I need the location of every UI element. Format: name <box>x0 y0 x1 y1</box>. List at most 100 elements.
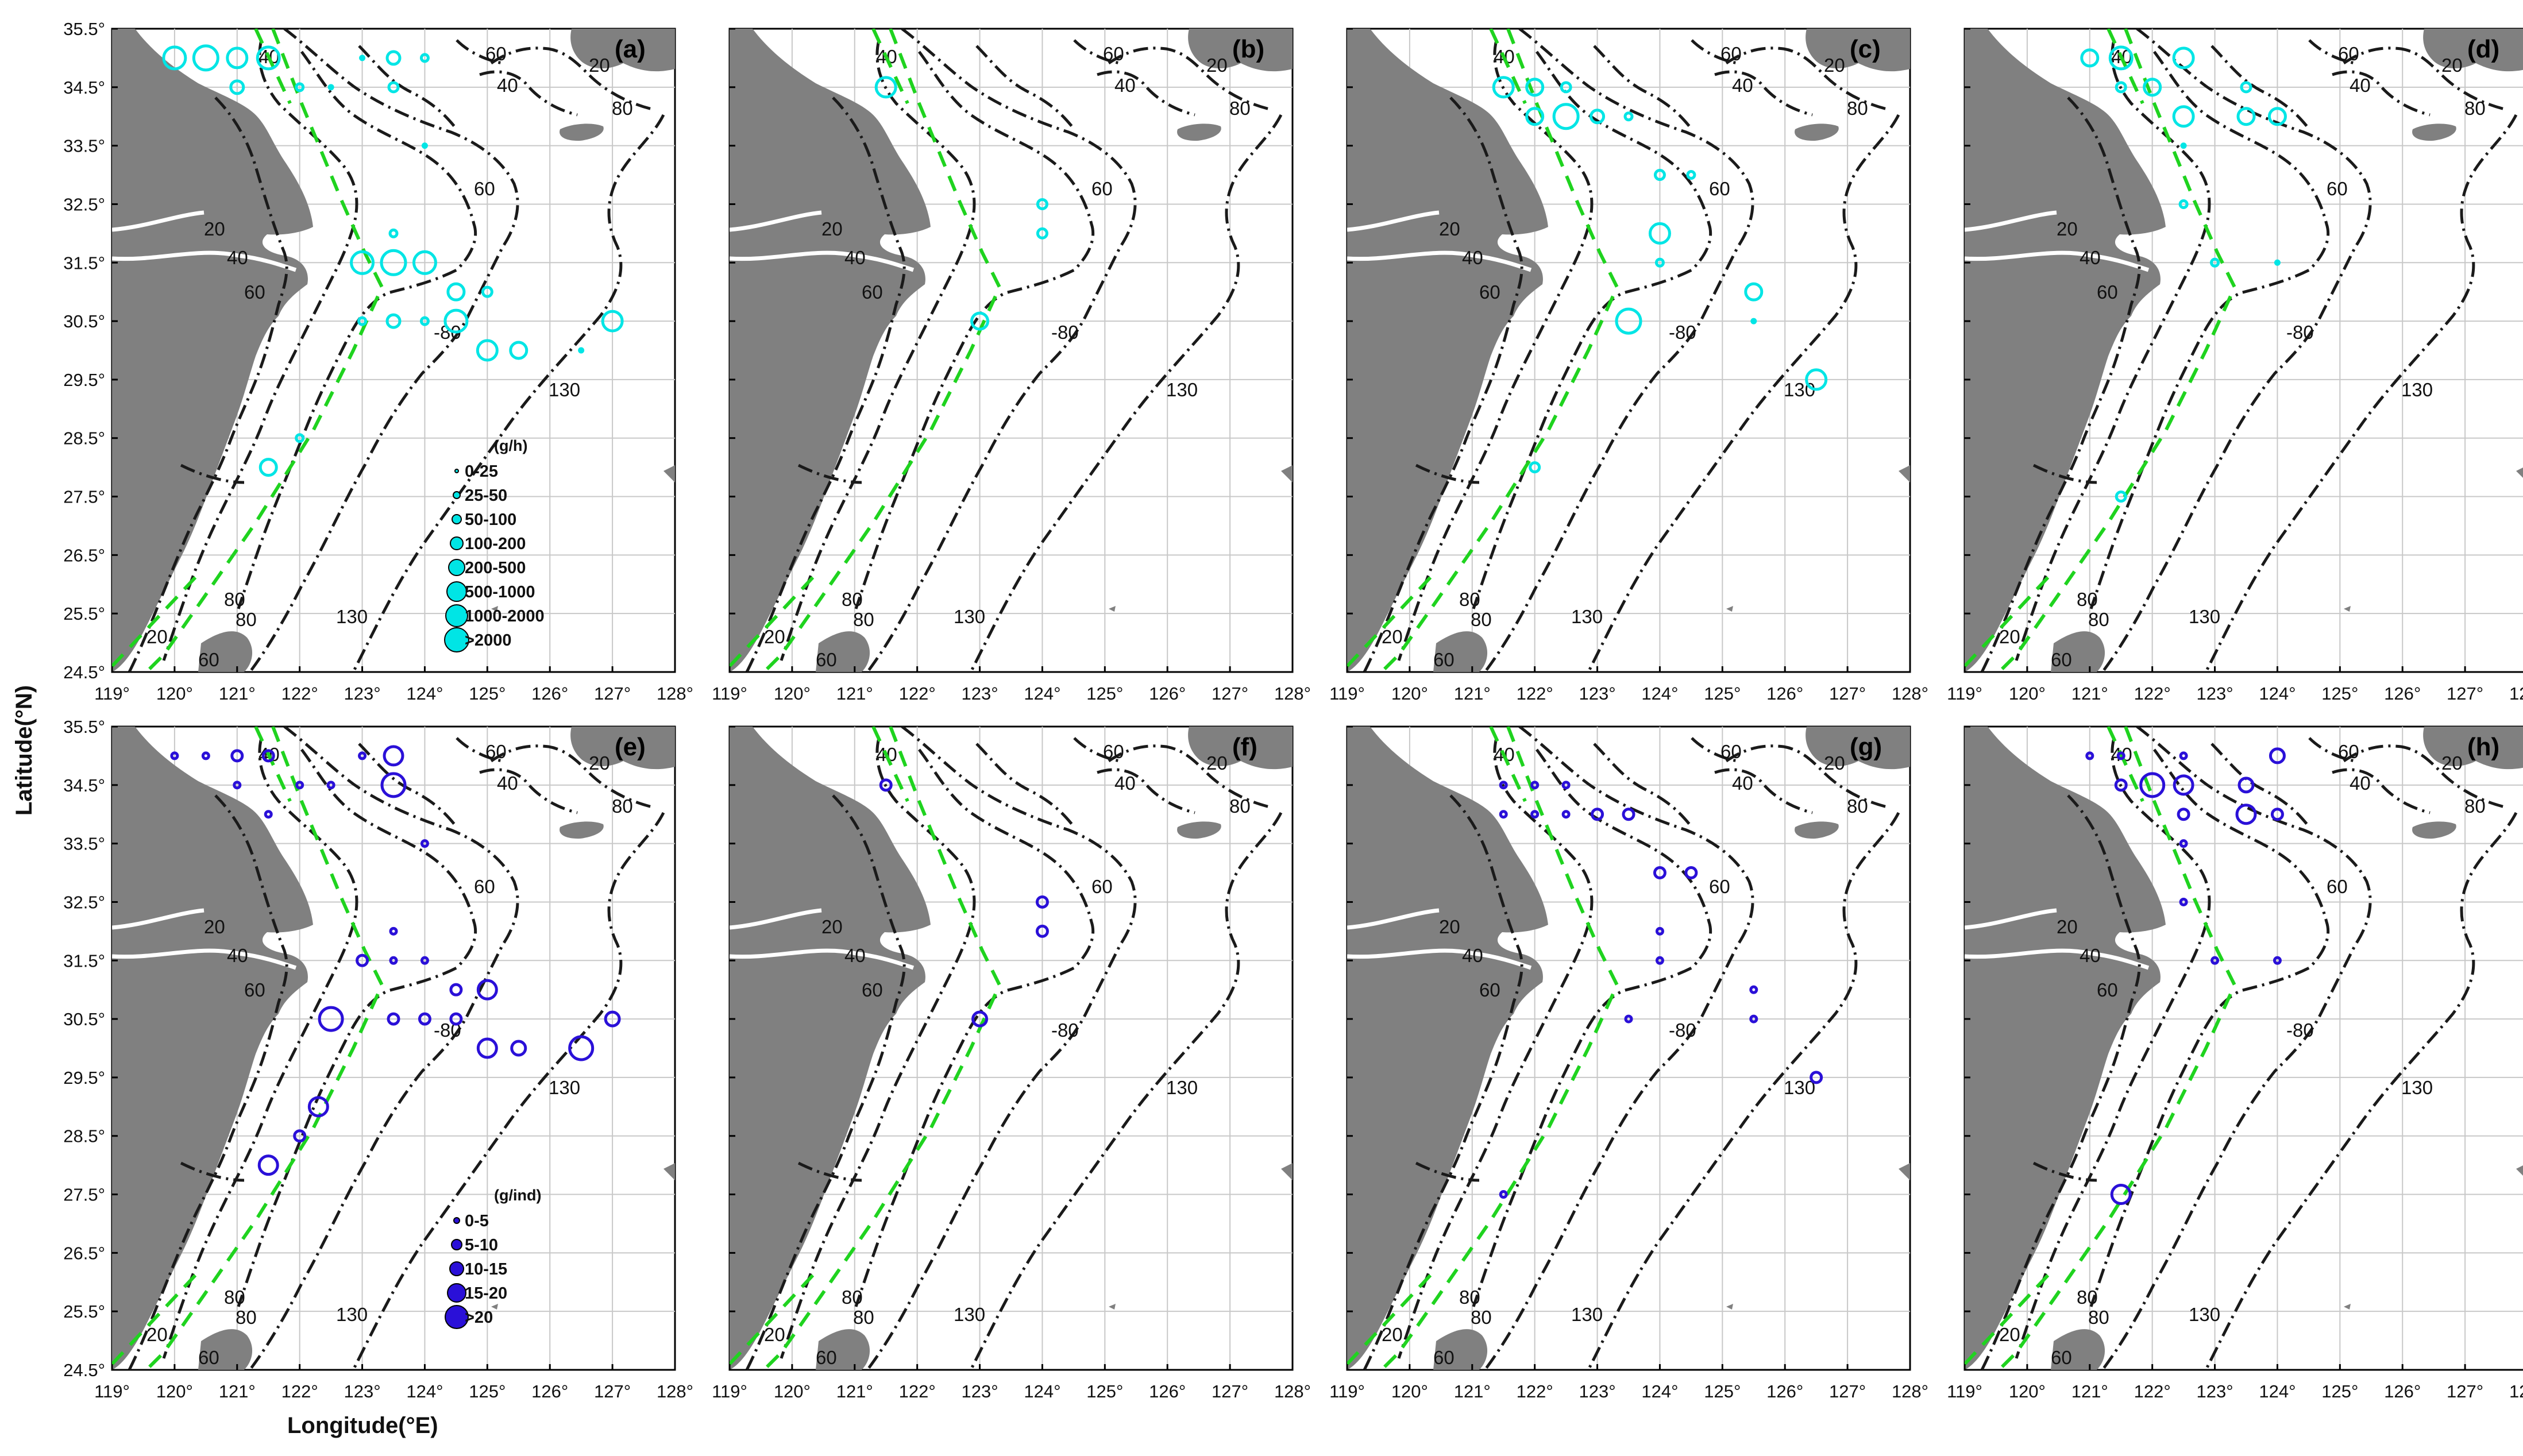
station-marker <box>326 781 335 790</box>
lon-tick-label: 127° <box>1829 683 1866 704</box>
station-marker <box>1810 1071 1823 1084</box>
lon-tick-label: 120° <box>2009 683 2046 704</box>
panel-letter: (b) <box>1232 35 1264 63</box>
station-marker <box>1525 78 1545 97</box>
legend-label: >2000 <box>465 631 511 650</box>
station-marker <box>443 308 469 334</box>
lon-tick-label: 119° <box>1329 683 1365 704</box>
lat-tick-label: 32.5° <box>63 892 105 912</box>
station-marker <box>449 983 463 997</box>
station-marker <box>1492 76 1515 99</box>
lon-tick-label: 127° <box>594 683 631 704</box>
station-marker <box>1499 810 1508 819</box>
lon-tick-label: 122° <box>281 683 318 704</box>
lon-tick-label: 125° <box>2321 683 2358 704</box>
map-panel: (e) 119° 120° 121° 122° 123° 124° 125° 126° 127° 1… <box>63 717 693 1401</box>
station-marker <box>1560 81 1572 94</box>
station-marker <box>256 45 281 71</box>
station-marker <box>2114 778 2128 792</box>
legend-symbol <box>445 1305 469 1329</box>
lat-tick-label: 26.5° <box>63 1243 105 1263</box>
lon-tick-label: 128° <box>2509 683 2523 704</box>
station-marker <box>162 45 187 71</box>
lat-tick-label: 30.5° <box>63 311 105 331</box>
lon-tick-label: 128° <box>1274 1381 1311 1401</box>
legend-symbol <box>454 469 459 473</box>
station-marker <box>874 76 897 99</box>
lon-tick-label: 125° <box>2321 1381 2358 1401</box>
station-marker <box>192 44 219 72</box>
station-marker <box>2270 808 2284 821</box>
station-marker <box>350 250 375 275</box>
station-marker <box>568 1035 595 1061</box>
lon-tick-label: 126° <box>531 683 568 704</box>
station-marker <box>388 228 399 238</box>
legend-label: 5-10 <box>465 1236 498 1254</box>
lon-tick-label: 119° <box>712 1381 747 1401</box>
lat-tick-label: 29.5° <box>63 370 105 390</box>
lat-tick-label: 25.5° <box>63 1301 105 1322</box>
legend-label: 0-25 <box>465 462 498 481</box>
lon-tick-label: 120° <box>156 683 193 704</box>
lat-tick-label: 31.5° <box>63 951 105 971</box>
lon-tick-label: 126° <box>1149 1381 1186 1401</box>
station-marker <box>229 79 245 95</box>
station-marker <box>1530 781 1540 790</box>
station-marker <box>380 249 407 276</box>
lon-tick-label: 125° <box>1086 683 1123 704</box>
lon-tick-label: 121° <box>1454 1381 1491 1401</box>
lon-tick-label: 126° <box>531 1381 568 1401</box>
lat-tick-label: 33.5° <box>63 834 105 854</box>
station-marker <box>295 433 305 443</box>
lon-tick-label: 124° <box>406 1381 443 1401</box>
lon-tick-label: 127° <box>1212 683 1248 704</box>
map-panel: (b) 119° 120° 121° 122° 123° 124° 125° 126° 127° 1… <box>712 28 1311 704</box>
station-marker <box>1530 810 1540 819</box>
lon-tick-label: 119° <box>94 1381 130 1401</box>
lon-tick-label: 122° <box>1517 683 1553 704</box>
station-marker <box>1529 461 1541 474</box>
lon-tick-label: 119° <box>712 683 747 704</box>
station-marker <box>1035 895 1049 909</box>
legend-symbol <box>450 536 464 550</box>
map-panel: (a) 119° 120° 121° 122° 123° 124° 125° 126° 127° 1… <box>63 19 693 704</box>
station-marker <box>476 1037 498 1059</box>
lon-tick-label: 127° <box>594 1381 631 1401</box>
station-marker <box>2240 81 2252 94</box>
lat-tick-label: 28.5° <box>63 1126 105 1146</box>
map-panel: (d) 119° 120° 121° 122° 123° 124° 125° 126° 127° 1… <box>1947 28 2523 704</box>
lon-tick-label: 128° <box>1892 683 1928 704</box>
station-marker <box>385 313 402 329</box>
station-marker <box>1624 1014 1633 1024</box>
lon-tick-label: 126° <box>1766 1381 1803 1401</box>
lon-tick-label: 122° <box>281 1381 318 1401</box>
station-marker <box>1499 1190 1508 1199</box>
station-marker <box>389 926 398 936</box>
panel-letter: (h) <box>2467 733 2499 761</box>
station-marker <box>1750 318 1757 325</box>
lon-tick-label: 124° <box>2259 683 2296 704</box>
station-marker <box>1623 111 1634 122</box>
station-marker <box>1749 985 1758 994</box>
station-marker <box>387 81 400 94</box>
lon-tick-label: 121° <box>836 1381 873 1401</box>
station-marker <box>385 50 402 66</box>
station-marker <box>476 979 498 1001</box>
station-marker <box>293 1129 307 1143</box>
lon-tick-label: 122° <box>899 683 936 704</box>
lon-tick-label: 119° <box>1947 1381 1982 1401</box>
station-marker <box>1036 227 1048 240</box>
station-marker <box>226 47 249 69</box>
lon-tick-label: 123° <box>961 1381 998 1401</box>
legend-symbol <box>452 514 462 524</box>
lat-tick-label: 24.5° <box>63 662 105 682</box>
station-marker <box>261 749 275 763</box>
station-marker <box>2173 774 2194 796</box>
panel-letter: (c) <box>1850 35 1881 63</box>
lon-tick-label: 124° <box>2259 1381 2296 1401</box>
lon-tick-label: 124° <box>1641 683 1678 704</box>
legend-label: 100-200 <box>465 535 526 553</box>
station-marker <box>604 1010 621 1028</box>
lon-tick-label: 124° <box>1024 1381 1060 1401</box>
lon-tick-label: 120° <box>1391 1381 1428 1401</box>
